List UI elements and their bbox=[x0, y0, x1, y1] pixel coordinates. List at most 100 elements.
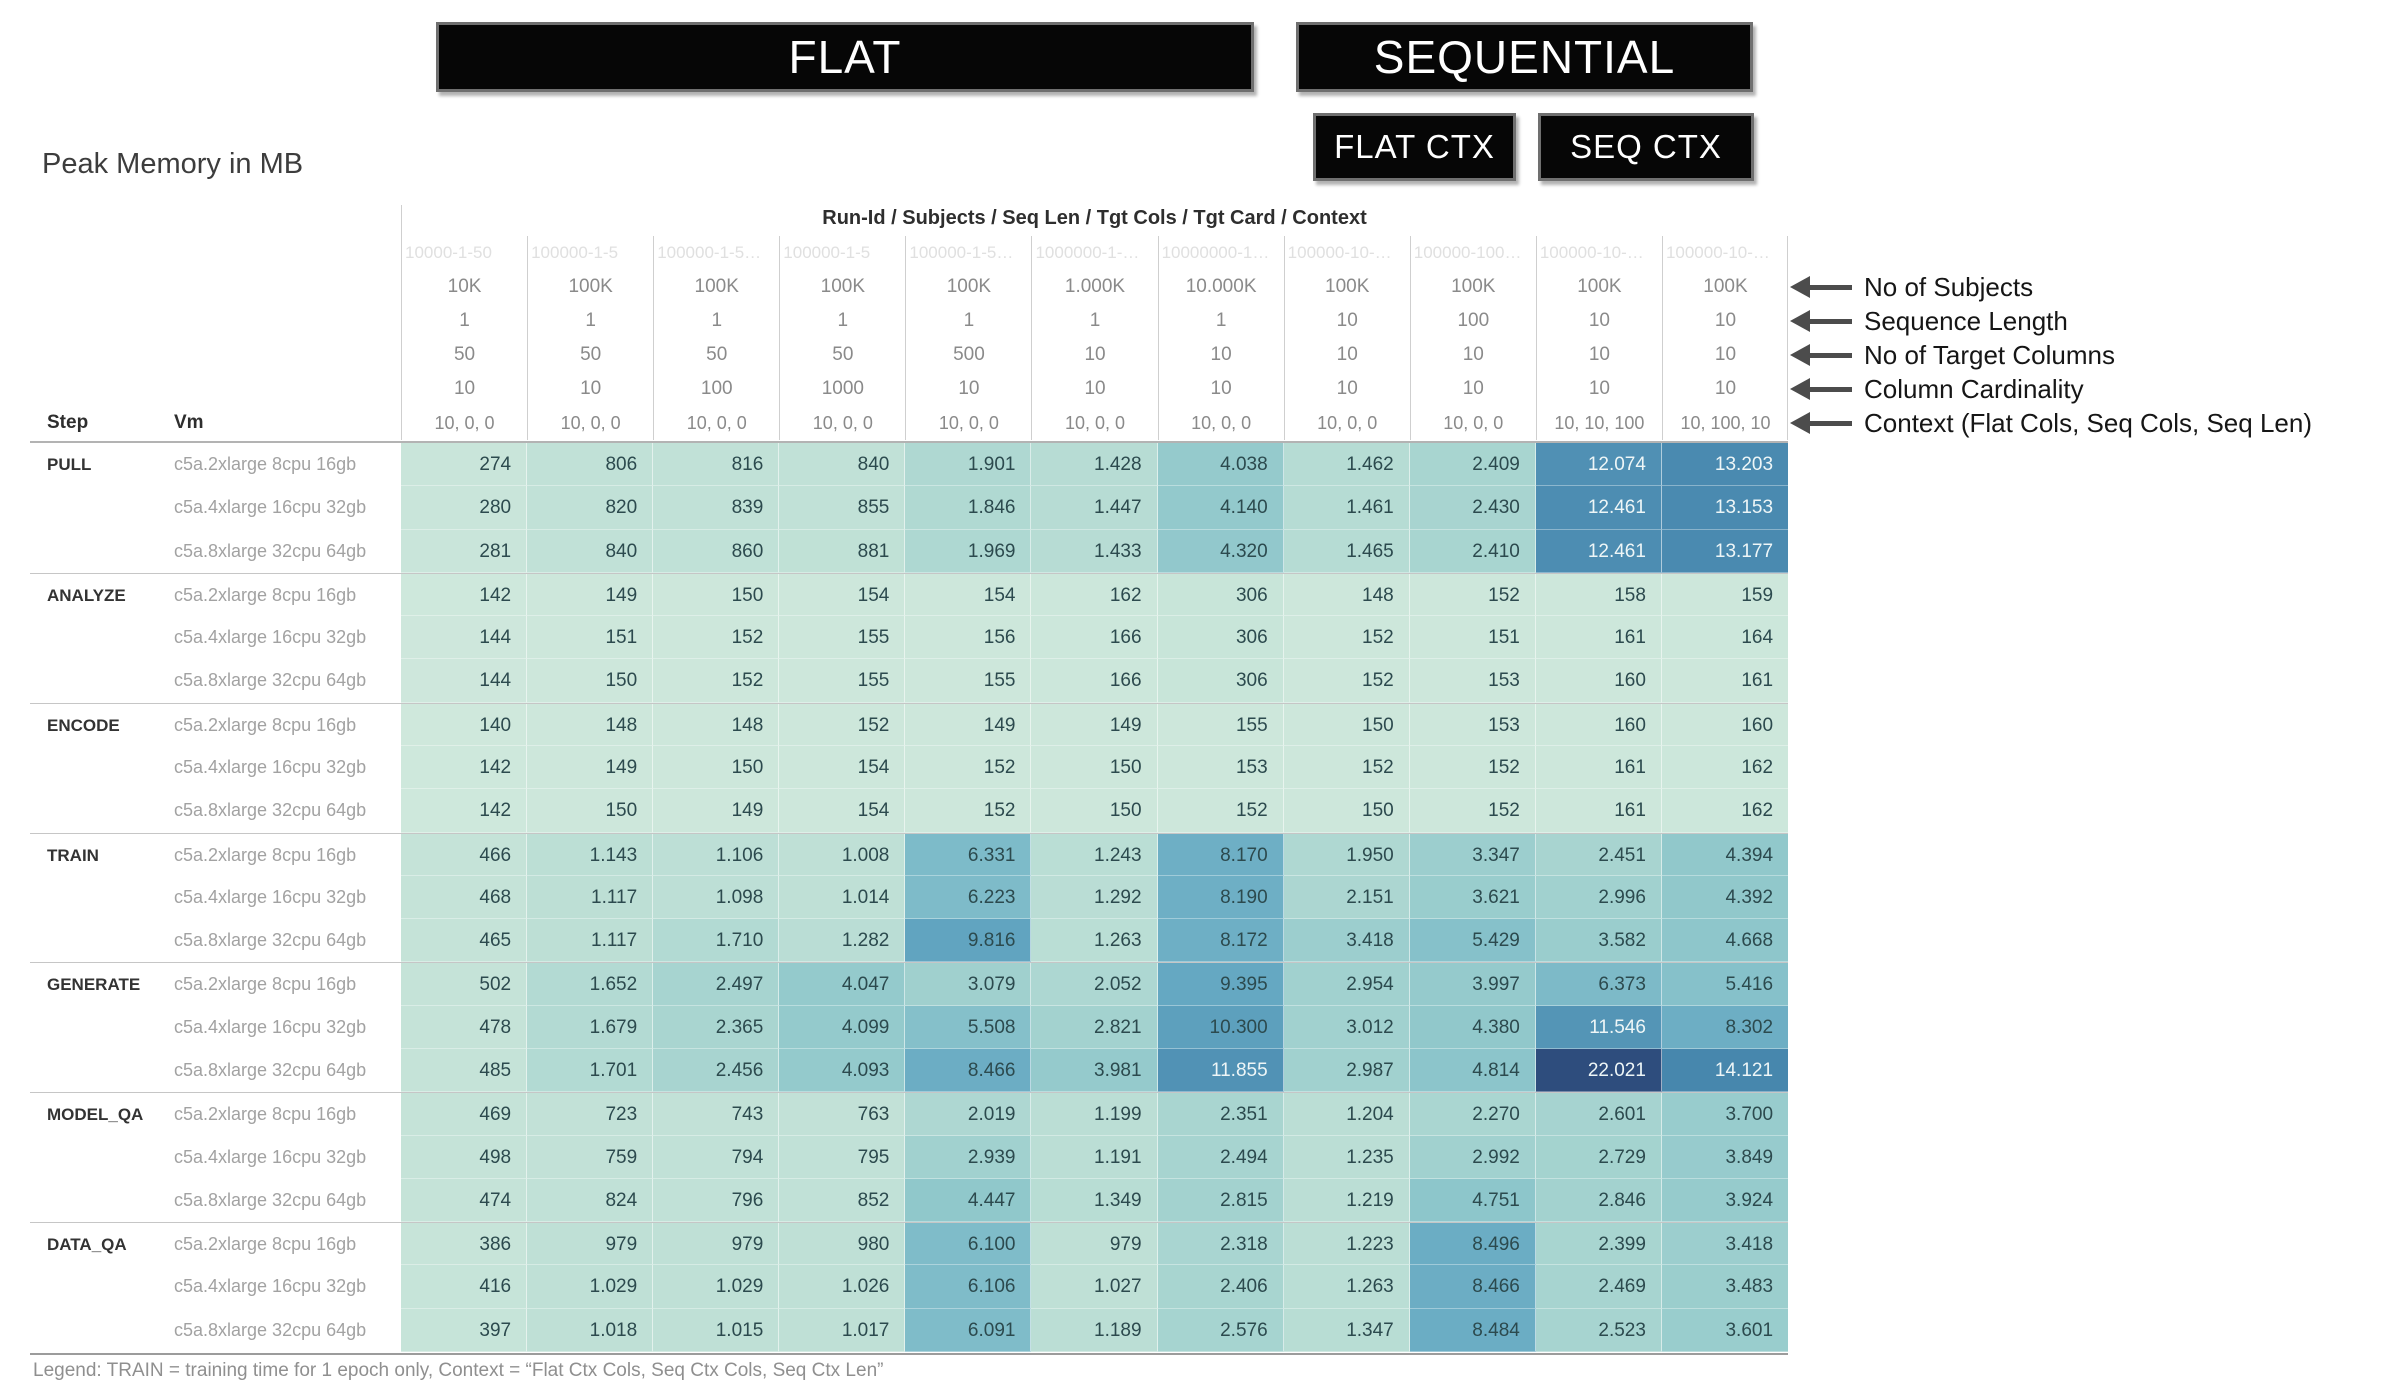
heatmap-cell: 1.143 bbox=[527, 833, 654, 876]
seq-len-value: 1 bbox=[837, 310, 849, 331]
heatmap-cell: 5.429 bbox=[1409, 919, 1536, 963]
heatmap-cell: 150 bbox=[1283, 703, 1410, 746]
header-left-rule bbox=[401, 205, 402, 236]
context-value: 10, 0, 0 bbox=[1317, 413, 1378, 433]
header-column: 100000-10-… 100K 10 10 10 10, 0, 0 bbox=[1283, 236, 1410, 440]
heatmap-cell: 2.939 bbox=[905, 1135, 1032, 1179]
table-row: c5a.4xlarge 16cpu 32gb 142 149 150 154 152 150… bbox=[30, 745, 1789, 790]
heatmap-cell: 1.846 bbox=[905, 486, 1032, 530]
heatmap-cell: 154 bbox=[905, 573, 1032, 617]
heatmap-cell: 6.373 bbox=[1535, 963, 1662, 1006]
heatmap-cell: 3.601 bbox=[1661, 1308, 1789, 1352]
header-column: 10000000-1… 10.000K 1 10 10 10, 0, 0 bbox=[1157, 236, 1284, 440]
tgt-cols-value: 50 bbox=[580, 344, 602, 365]
heatmap-cell: 3.997 bbox=[1409, 963, 1536, 1006]
table-row: c5a.4xlarge 16cpu 32gb 416 1.029 1.029 1.026… bbox=[30, 1265, 1789, 1309]
tgt-card-value: 10 bbox=[580, 378, 602, 399]
heatmap-cell: 14.121 bbox=[1661, 1048, 1789, 1093]
tgt-card-value: 10 bbox=[1084, 378, 1106, 399]
heatmap-cell: 1.219 bbox=[1283, 1178, 1410, 1223]
tgt-cols-value: 50 bbox=[453, 344, 476, 365]
step-label bbox=[30, 1136, 174, 1179]
arrow-left-icon bbox=[1790, 276, 1852, 298]
vm-label: c5a.2xlarge 8cpu 16gb bbox=[174, 1234, 357, 1255]
step-label bbox=[30, 789, 174, 832]
vm-label: c5a.8xlarge 32cpu 64gb bbox=[174, 670, 367, 691]
heatmap-cell: 2.019 bbox=[905, 1093, 1032, 1136]
heatmap-cell: 161 bbox=[1535, 789, 1662, 833]
heatmap-cell: 6.331 bbox=[905, 833, 1032, 876]
context-value: 10, 10, 100 bbox=[1554, 413, 1645, 433]
vm-label: c5a.8xlarge 32cpu 64gb bbox=[174, 540, 367, 561]
heatmap-cell: 2.406 bbox=[1157, 1265, 1284, 1309]
heatmap-cell: 1.465 bbox=[1283, 529, 1410, 573]
heatmap-cell: 156 bbox=[905, 616, 1032, 660]
subjects-value: 100K bbox=[1325, 276, 1370, 297]
heatmap-cell: 3.700 bbox=[1661, 1093, 1789, 1136]
vm-label: c5a.8xlarge 32cpu 64gb bbox=[174, 800, 367, 821]
heatmap-cell: 2.052 bbox=[1031, 963, 1158, 1006]
table-row: ANALYZE c5a.2xlarge 8cpu 16gb 142 149 150 154… bbox=[30, 572, 1789, 617]
vm-label: c5a.8xlarge 32cpu 64gb bbox=[174, 1319, 367, 1340]
heatmap-cell: 4.392 bbox=[1661, 875, 1789, 920]
vm-label: c5a.2xlarge 8cpu 16gb bbox=[174, 1104, 357, 1125]
tgt-card-value: 10 bbox=[1714, 378, 1737, 399]
table-row: c5a.8xlarge 32cpu 64gb 485 1.701 2.456 4.093… bbox=[30, 1048, 1789, 1093]
heatmap-cell: 155 bbox=[779, 659, 906, 703]
heatmap-cell: 152 bbox=[1283, 745, 1410, 790]
heatmap-cell: 152 bbox=[1283, 616, 1410, 660]
step-label: ANALYZE bbox=[47, 585, 126, 605]
heatmap-cell: 150 bbox=[1031, 789, 1158, 833]
tgt-cols-value: 10 bbox=[1084, 344, 1106, 365]
heatmap-cell: 160 bbox=[1661, 703, 1789, 746]
heatmap-cell: 5.508 bbox=[905, 1005, 1032, 1049]
heatmap-cell: 3.582 bbox=[1535, 919, 1662, 963]
heatmap-cell: 164 bbox=[1661, 616, 1789, 660]
vm-label: c5a.2xlarge 8cpu 16gb bbox=[174, 844, 357, 865]
group-header-flat: FLAT bbox=[436, 22, 1254, 92]
step-label bbox=[30, 1309, 174, 1352]
vm-label: c5a.4xlarge 16cpu 32gb bbox=[174, 756, 367, 777]
heatmap-cell: 12.461 bbox=[1535, 529, 1662, 573]
heatmap-cell: 152 bbox=[1409, 789, 1536, 833]
heatmap-cell: 161 bbox=[1535, 745, 1662, 790]
heatmap-cell: 281 bbox=[401, 529, 528, 573]
heatmap-cell: 3.012 bbox=[1283, 1005, 1410, 1049]
vm-label: c5a.4xlarge 16cpu 32gb bbox=[174, 627, 367, 648]
legend-note: Legend: TRAIN = training time for 1 epoc… bbox=[33, 1360, 884, 1381]
heatmap-cell: 8.172 bbox=[1157, 919, 1284, 963]
step-label bbox=[30, 616, 174, 659]
heatmap-cell: 1.223 bbox=[1283, 1223, 1410, 1266]
heatmap-cell: 148 bbox=[1283, 573, 1410, 617]
heatmap-cell: 2.821 bbox=[1031, 1005, 1158, 1049]
heatmap-cell: 1.710 bbox=[653, 919, 780, 963]
heatmap-cell: 2.410 bbox=[1409, 529, 1536, 573]
heatmap-cell: 150 bbox=[1283, 789, 1410, 833]
tgt-cols-value: 50 bbox=[832, 344, 854, 365]
heatmap-cell: 10.300 bbox=[1157, 1005, 1284, 1049]
heatmap-cell: 2.954 bbox=[1283, 963, 1410, 1006]
vm-label: c5a.2xlarge 8cpu 16gb bbox=[174, 714, 357, 735]
heatmap-cell: 416 bbox=[401, 1265, 528, 1309]
heatmap-cell: 1.204 bbox=[1283, 1093, 1410, 1136]
heatmap-cell: 144 bbox=[401, 616, 528, 660]
annotation-label: Sequence Length bbox=[1864, 306, 2068, 336]
annotation-label: No of Subjects bbox=[1864, 272, 2034, 302]
step-label: TRAIN bbox=[47, 845, 99, 865]
heatmap-cell: 155 bbox=[779, 616, 906, 660]
subjects-value: 100K bbox=[1451, 276, 1496, 297]
heatmap-cell: 8.302 bbox=[1661, 1005, 1789, 1049]
heatmap-cell: 1.027 bbox=[1031, 1265, 1158, 1309]
tgt-card-value: 10 bbox=[1588, 378, 1610, 399]
heatmap-cell: 1.106 bbox=[653, 833, 780, 876]
run-id-label: 10000000-1… bbox=[1161, 243, 1270, 262]
vm-label: c5a.4xlarge 16cpu 32gb bbox=[174, 1276, 367, 1297]
heatmap-cell: 743 bbox=[653, 1093, 780, 1136]
table-row: c5a.4xlarge 16cpu 32gb 468 1.117 1.098 1.014… bbox=[30, 875, 1789, 920]
heatmap-cell: 12.461 bbox=[1535, 486, 1662, 530]
heatmap-cell: 162 bbox=[1661, 745, 1789, 790]
arrow-left-icon bbox=[1790, 344, 1852, 366]
heatmap-cell: 4.380 bbox=[1409, 1005, 1536, 1049]
heatmap-cell: 474 bbox=[401, 1178, 528, 1223]
seq-len-value: 100 bbox=[1457, 310, 1490, 331]
